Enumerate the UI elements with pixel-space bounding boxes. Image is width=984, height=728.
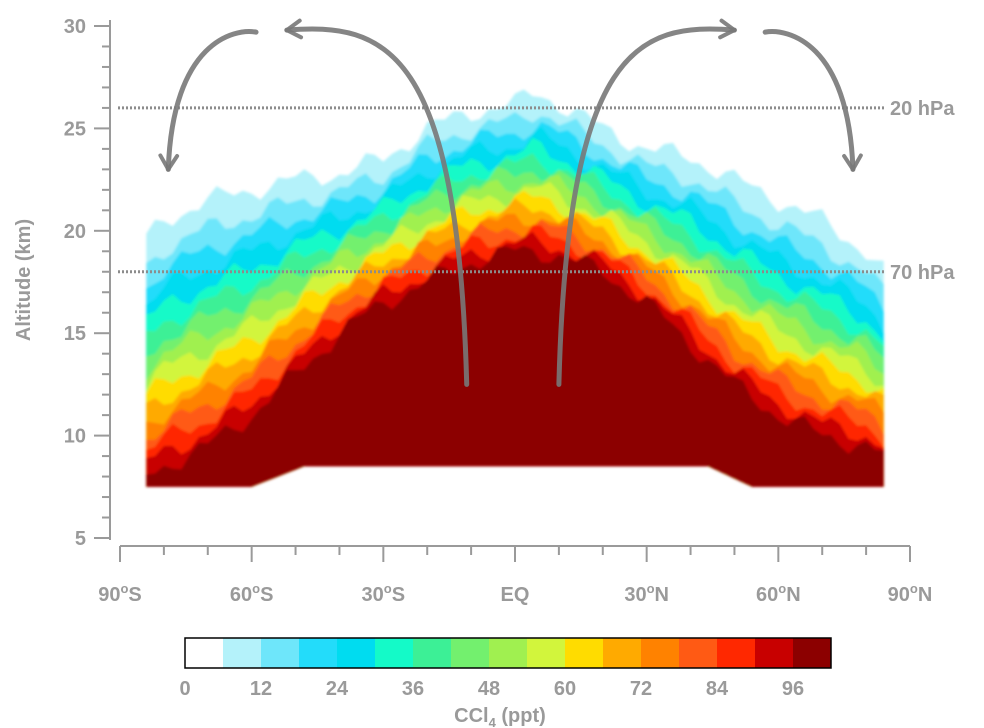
y-tick-label: 10 bbox=[64, 426, 86, 448]
nh-descent-arrow bbox=[762, 29, 856, 172]
colorbar-tick-label: 24 bbox=[326, 678, 349, 700]
colorbar-title-subscript: 4 bbox=[489, 715, 497, 728]
y-ticks: 5 10 15 20 25 30 bbox=[64, 16, 110, 550]
colorbar-swatch bbox=[337, 638, 376, 668]
colorbar-swatch bbox=[185, 638, 224, 668]
contour-band-16 bbox=[146, 245, 884, 487]
pressure-label-0: 20 hPa bbox=[890, 98, 955, 120]
x-ticks: 90oS 60oS 30oS EQ 30oN 60oN 90oN bbox=[98, 546, 932, 606]
axes: 5 10 15 20 25 30 90oS 60oS 30oS EQ 30oN 60oN 90oN A… bbox=[13, 16, 932, 606]
colorbar-tick-label: 12 bbox=[250, 678, 272, 700]
colorbar-tick-label: 0 bbox=[179, 678, 190, 700]
nh-upwelling-arrowhead bbox=[718, 18, 737, 40]
colorbar-swatch bbox=[223, 638, 262, 668]
colorbar-swatch bbox=[527, 638, 566, 668]
colorbar-tick-labels: 0 12 24 36 48 60 72 84 96 bbox=[179, 678, 804, 700]
colorbar-title-unit: (ppt) bbox=[496, 705, 546, 727]
y-tick-label: 5 bbox=[75, 528, 86, 550]
colorbar-swatch bbox=[299, 638, 338, 668]
colorbar-tick-label: 36 bbox=[402, 678, 424, 700]
colorbar-swatch bbox=[261, 638, 300, 668]
colorbar-swatches bbox=[185, 638, 832, 668]
y-axis-title: Altitude (km) bbox=[13, 219, 35, 341]
colorbar-swatch bbox=[755, 638, 794, 668]
colorbar-frame bbox=[184, 637, 832, 669]
colorbar-swatch bbox=[375, 638, 414, 668]
colorbar-tick-label: 84 bbox=[706, 678, 729, 700]
colorbar-swatch bbox=[603, 638, 642, 668]
y-tick-label: 20 bbox=[64, 221, 86, 243]
sh-descent-arrow bbox=[165, 29, 259, 172]
sh-upwelling-arrowhead bbox=[284, 18, 304, 40]
colorbar-swatch bbox=[717, 638, 756, 668]
nh-upwelling-arrow bbox=[556, 26, 737, 387]
y-tick-label: 30 bbox=[64, 16, 86, 38]
colorbar-swatch bbox=[793, 638, 832, 668]
circulation-arrows bbox=[158, 18, 863, 387]
ccl4-contour-field bbox=[146, 89, 884, 487]
x-tick-label: 30oS bbox=[362, 581, 406, 606]
pressure-label-1: 70 hPa bbox=[890, 262, 955, 284]
colorbar-swatch bbox=[451, 638, 490, 668]
nh-descent-arrowhead bbox=[842, 153, 863, 172]
colorbar-tick-label: 48 bbox=[478, 678, 500, 700]
x-tick-label: 90oS bbox=[98, 581, 142, 606]
colorbar-title: CCl4 (ppt) bbox=[454, 705, 546, 728]
pressure-levels: 20 hPa 70 hPa bbox=[118, 98, 955, 284]
sh-upwelling-arrow bbox=[284, 26, 470, 387]
y-tick-label: 25 bbox=[64, 118, 86, 140]
colorbar-swatch bbox=[413, 638, 452, 668]
sh-descent-arrowhead bbox=[158, 153, 180, 172]
x-tick-label: 90oN bbox=[888, 581, 933, 606]
colorbar-swatch bbox=[489, 638, 528, 668]
colorbar-swatch bbox=[565, 638, 604, 668]
x-tick-label: EQ bbox=[501, 584, 530, 606]
x-tick-label: 30oN bbox=[624, 581, 669, 606]
colorbar: 0 12 24 36 48 60 72 84 96 CCl4 (ppt) bbox=[179, 637, 832, 728]
y-tick-label: 15 bbox=[64, 323, 86, 345]
colorbar-tick-label: 96 bbox=[782, 678, 804, 700]
x-tick-label: 60oN bbox=[756, 581, 801, 606]
x-tick-label: 60oS bbox=[230, 581, 274, 606]
colorbar-swatch bbox=[679, 638, 718, 668]
colorbar-tick-label: 60 bbox=[554, 678, 576, 700]
colorbar-swatch bbox=[641, 638, 680, 668]
colorbar-tick-label: 72 bbox=[630, 678, 652, 700]
